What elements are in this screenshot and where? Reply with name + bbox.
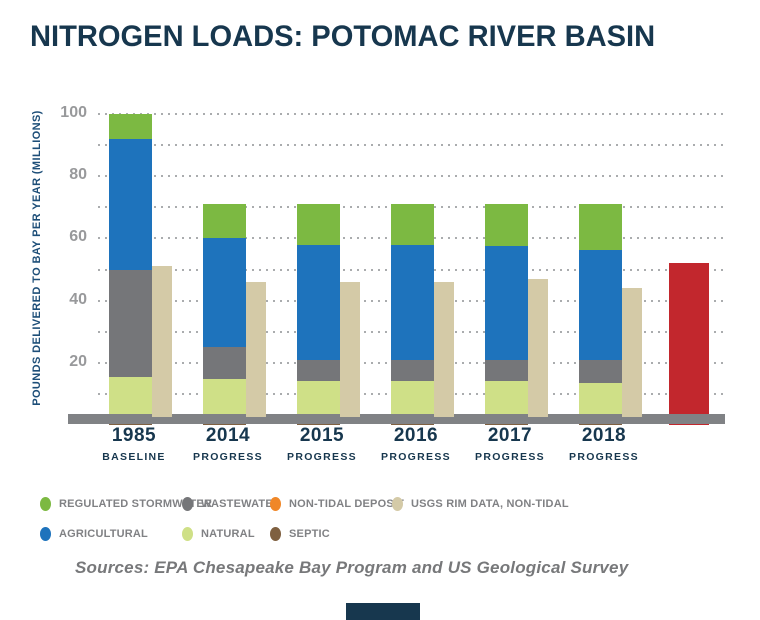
usgs-rim-bar-1985 bbox=[152, 266, 172, 417]
x-label-sub: PROGRESS bbox=[287, 451, 357, 463]
legend-item-septic: SEPTIC bbox=[270, 527, 330, 541]
legend-item-usgs-rim-data-non-tidal: USGS RIM DATA, NON-TIDAL bbox=[392, 497, 569, 511]
bar-segment-2015-regulated-stormwater bbox=[297, 204, 340, 245]
x-label-2015: 2015 PROGRESS bbox=[257, 425, 387, 463]
y-tick-100: 100 bbox=[60, 104, 87, 121]
sources-caption: Sources: EPA Chesapeake Bay Program and … bbox=[75, 558, 629, 577]
legend-swatch-icon bbox=[392, 497, 403, 511]
bar-segment-2014-regulated-stormwater bbox=[203, 204, 246, 239]
legend-label: AGRICULTURAL bbox=[59, 528, 148, 540]
legend-label: REGULATED STORMWATER bbox=[59, 498, 213, 510]
bar-segment-2014-agricultural bbox=[203, 238, 246, 348]
x-label-sub: PROGRESS bbox=[193, 451, 263, 463]
usgs-rim-bar-2018 bbox=[622, 288, 642, 417]
stacked-bar-1985 bbox=[109, 114, 152, 425]
x-label-year: 2015 bbox=[299, 425, 345, 446]
bar-segment-2015-natural bbox=[297, 381, 340, 417]
bar-segment-1985-agricultural bbox=[109, 138, 152, 270]
bar-segment-2015-agricultural bbox=[297, 244, 340, 360]
x-label-1985: 1985 BASELINE bbox=[69, 425, 199, 463]
target-bar bbox=[669, 263, 709, 425]
legend-swatch-icon bbox=[270, 527, 281, 541]
x-label-sub: PROGRESS bbox=[475, 451, 545, 463]
legend-item-agricultural: AGRICULTURAL bbox=[40, 527, 148, 541]
legend-item-regulated-stormwater: REGULATED STORMWATER bbox=[40, 497, 212, 511]
bar-segment-2016-regulated-stormwater bbox=[391, 204, 434, 245]
legend-label: USGS RIM DATA, NON-TIDAL bbox=[411, 498, 569, 510]
usgs-rim-bar-2014 bbox=[246, 281, 266, 417]
legend-item-wastewater: WASTEWATER bbox=[182, 497, 281, 511]
x-label-year: 2018 bbox=[581, 425, 627, 446]
bar-segment-2017-regulated-stormwater bbox=[485, 204, 528, 246]
gridline-80 bbox=[98, 175, 724, 178]
usgs-rim-bar-2016 bbox=[434, 281, 454, 417]
y-tick-20: 20 bbox=[69, 352, 87, 370]
y-tick-40: 40 bbox=[69, 290, 87, 308]
legend-item-non-tidal-deposit: NON-TIDAL DEPOSIT bbox=[270, 497, 404, 511]
legend-label: NATURAL bbox=[201, 528, 255, 540]
legend-swatch-icon bbox=[40, 527, 51, 541]
legend-label: SEPTIC bbox=[289, 528, 330, 540]
x-label-sub: PROGRESS bbox=[381, 451, 451, 463]
legend-item-natural: NATURAL bbox=[182, 527, 255, 541]
bar-segment-1985-natural bbox=[109, 376, 152, 417]
x-label-2014: 2014 PROGRESS bbox=[163, 425, 293, 463]
bar-segment-1985-regulated-stormwater bbox=[109, 114, 152, 139]
x-axis-bar bbox=[68, 414, 725, 424]
y-tick-80: 80 bbox=[69, 166, 87, 184]
bar-segment-2016-agricultural bbox=[391, 244, 434, 361]
stacked-bar-2017 bbox=[485, 204, 528, 425]
x-label-2016: 2016 PROGRESS bbox=[351, 425, 481, 463]
gridline-100 bbox=[98, 113, 724, 115]
stacked-bar-2014 bbox=[203, 204, 246, 425]
bar-segment-2018-regulated-stormwater bbox=[579, 204, 622, 250]
usgs-rim-bar-2015 bbox=[340, 281, 360, 417]
legend-label: WASTEWATER bbox=[201, 498, 282, 510]
bar-segment-2018-wastewater bbox=[579, 360, 622, 384]
bar-segment-2017-wastewater bbox=[485, 359, 528, 382]
chart-title: NITROGEN LOADS: POTOMAC RIVER BASIN bbox=[30, 20, 656, 53]
bar-segment-2017-natural bbox=[485, 381, 528, 417]
stacked-bar-2018 bbox=[579, 204, 622, 425]
x-label-2018: 2018 PROGRESS bbox=[539, 425, 669, 463]
legend-swatch-icon bbox=[182, 527, 193, 541]
bottom-navy-bar bbox=[346, 603, 420, 620]
bar-segment-1985-wastewater bbox=[109, 269, 152, 377]
stacked-bar-2016 bbox=[391, 204, 434, 425]
stacked-bar-2015 bbox=[297, 204, 340, 425]
bar-segment-2018-natural bbox=[579, 383, 622, 417]
bar-segment-2014-natural bbox=[203, 379, 246, 417]
plot-area: 20 40 60 80 100 1985 BASELINE 2014 PROGRESS 2015 P… bbox=[60, 100, 735, 463]
x-label-year: 2017 bbox=[487, 425, 533, 446]
gridline-90 bbox=[98, 144, 724, 147]
x-label-sub: BASELINE bbox=[102, 451, 166, 463]
x-label-2017: 2017 PROGRESS bbox=[445, 425, 575, 463]
x-label-year: 2014 bbox=[205, 425, 251, 446]
bar-segment-2014-wastewater bbox=[203, 347, 246, 380]
bar-segment-2015-wastewater bbox=[297, 359, 340, 382]
legend-swatch-icon bbox=[40, 497, 51, 511]
bar-segment-2017-agricultural bbox=[485, 245, 528, 360]
legend-swatch-icon bbox=[182, 497, 193, 511]
bar-segment-2016-natural bbox=[391, 381, 434, 417]
y-tick-60: 60 bbox=[69, 228, 87, 246]
usgs-rim-bar-2017 bbox=[528, 278, 548, 417]
bar-segment-2018-agricultural bbox=[579, 249, 622, 361]
legend-swatch-icon bbox=[270, 497, 281, 511]
legend-label: NON-TIDAL DEPOSIT bbox=[289, 498, 405, 510]
x-label-sub: PROGRESS bbox=[569, 451, 639, 463]
bar-segment-2016-wastewater bbox=[391, 360, 434, 382]
x-label-year: 2016 bbox=[393, 425, 439, 446]
x-label-year: 1985 bbox=[111, 425, 157, 446]
